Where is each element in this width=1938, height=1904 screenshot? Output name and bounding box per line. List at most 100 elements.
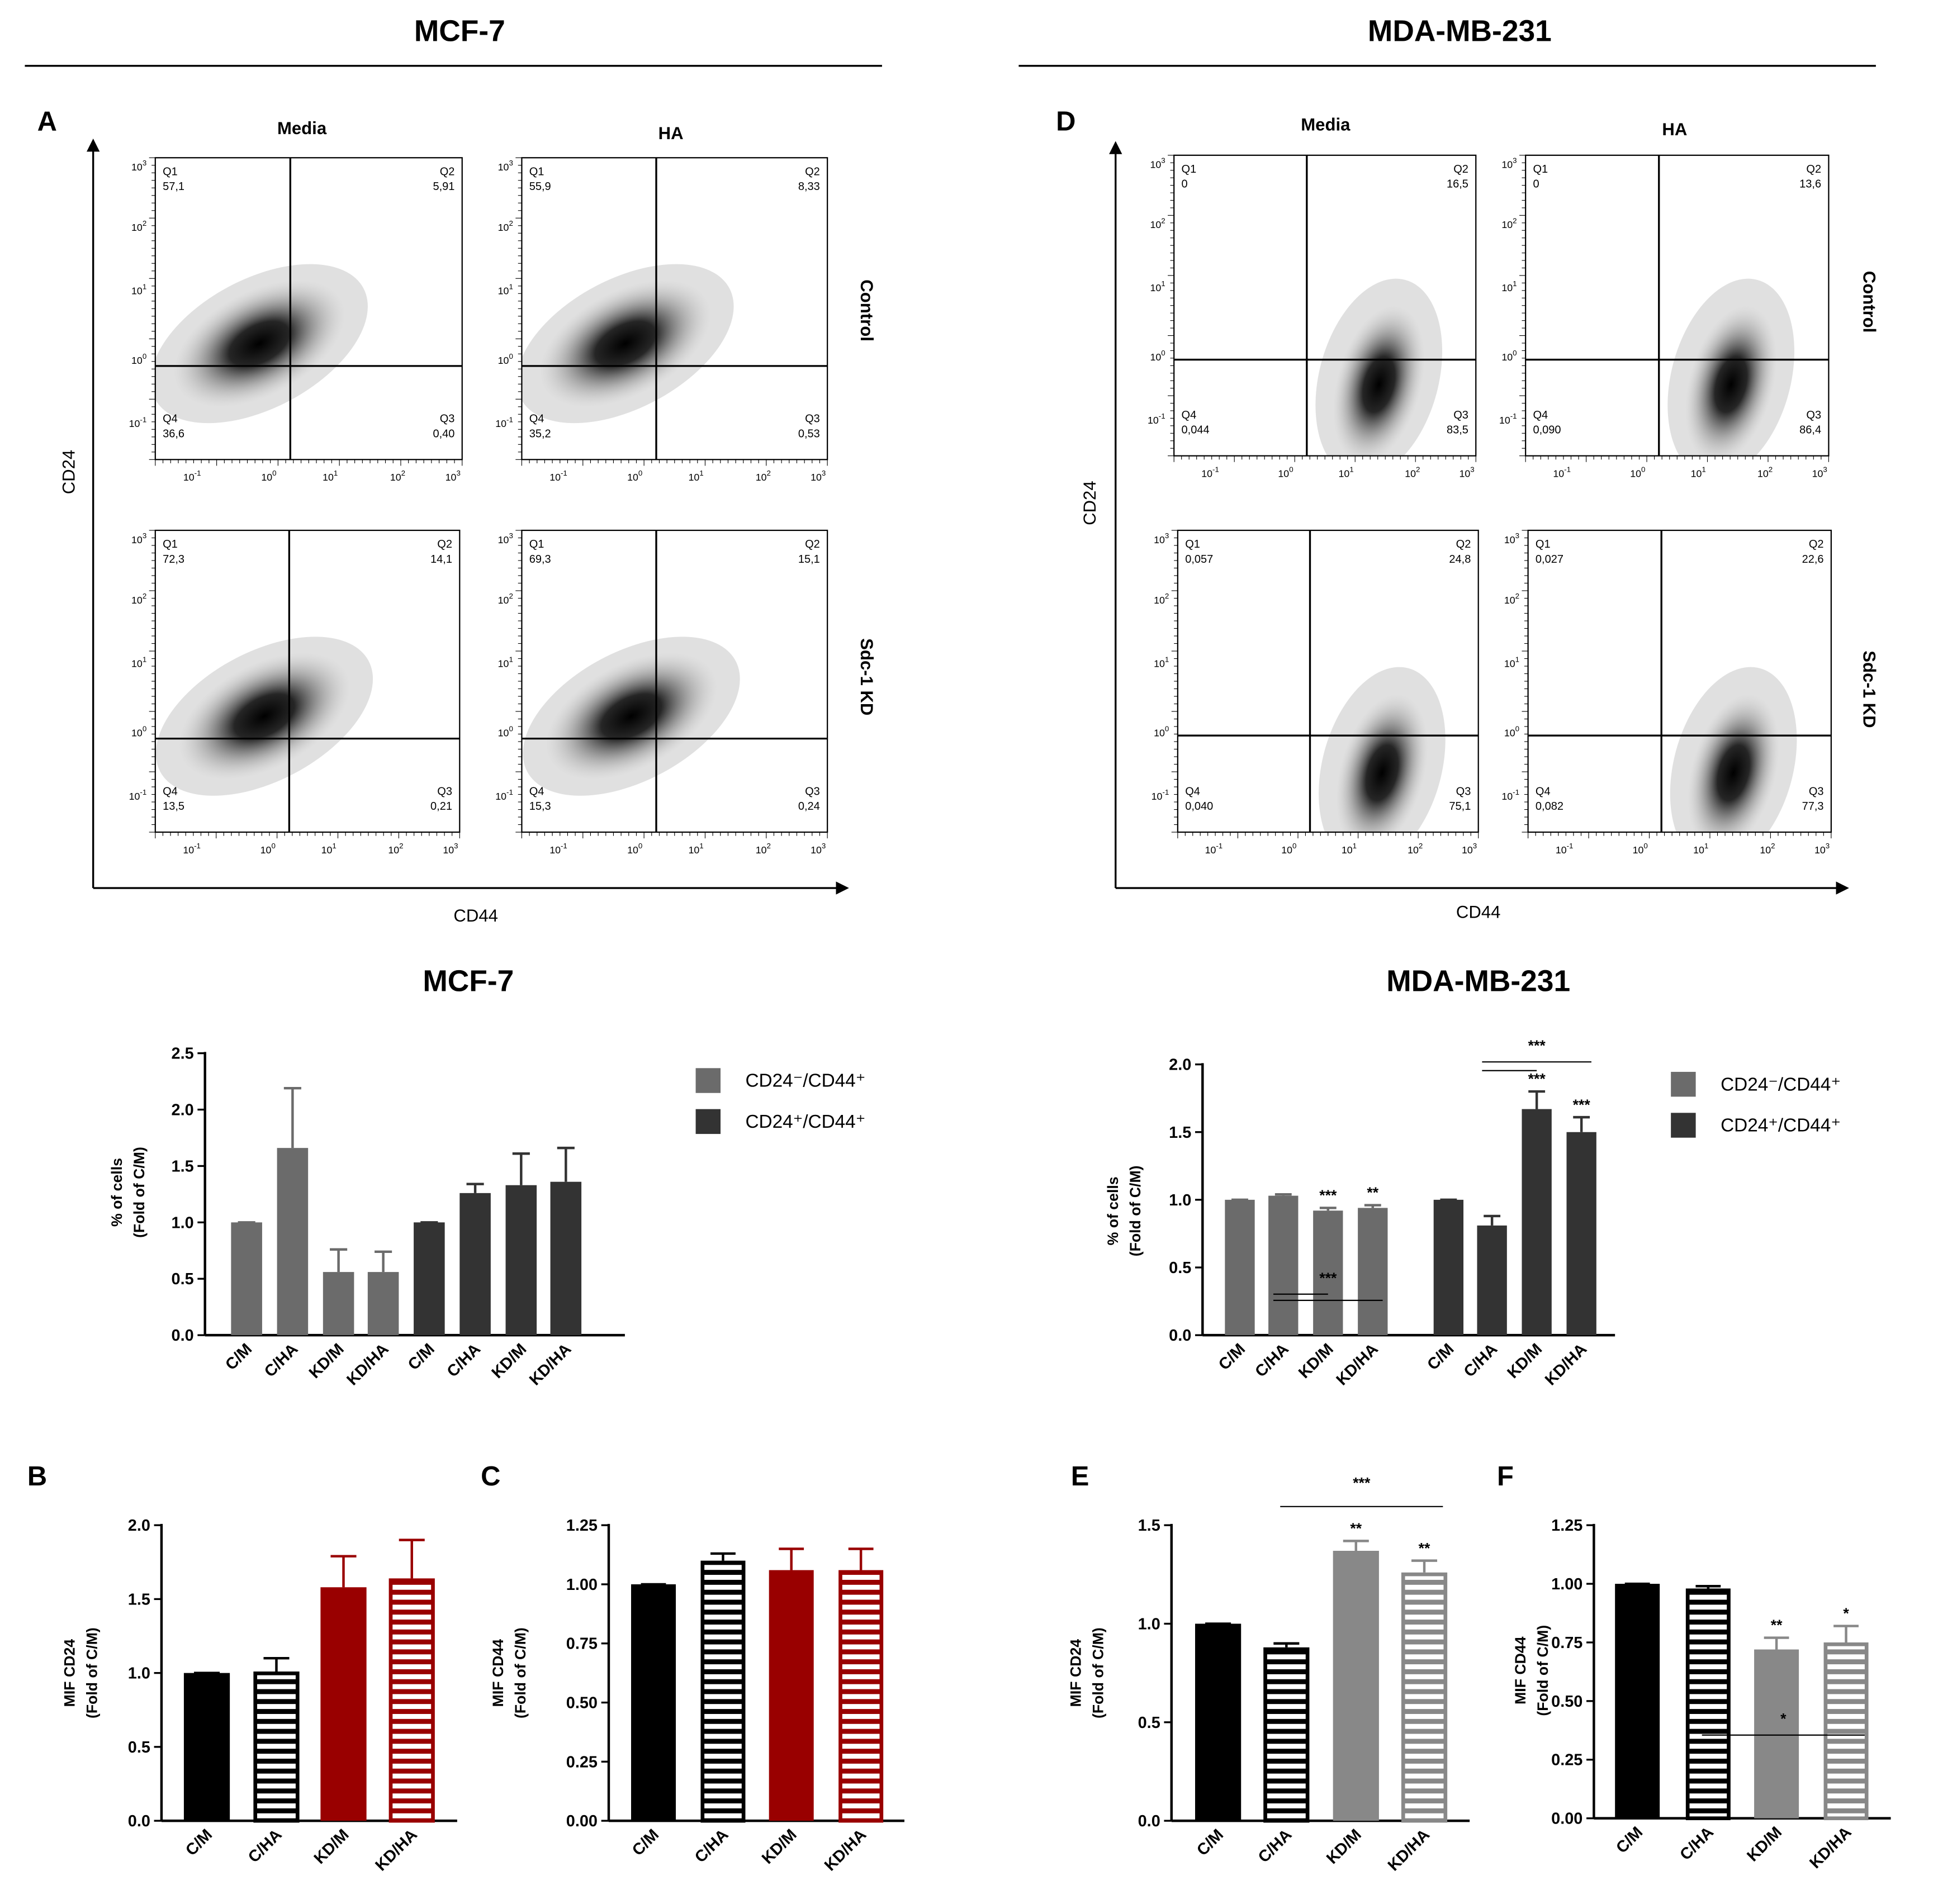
tick-label: 10-1 bbox=[1553, 466, 1571, 479]
tick-label: 102 bbox=[756, 469, 771, 483]
density-core bbox=[545, 652, 718, 780]
error-bar bbox=[330, 1248, 348, 1273]
tick-label: 103 bbox=[498, 159, 513, 173]
significance: ** bbox=[1367, 1184, 1378, 1201]
error-bar bbox=[330, 1555, 357, 1588]
tick-label: 102 bbox=[390, 469, 405, 483]
bar bbox=[1754, 1649, 1799, 1818]
tick-exponent: 1 bbox=[1702, 466, 1705, 474]
tick-base: 10 bbox=[498, 162, 509, 173]
tick-base: 10 bbox=[1150, 282, 1161, 293]
x-tick-label: C/M bbox=[1215, 1340, 1249, 1374]
y-axis-label: MIF CD24 bbox=[61, 1639, 78, 1707]
x-tick-label: KD/M bbox=[759, 1826, 800, 1868]
y-tick-label: 2.0 bbox=[128, 1517, 150, 1535]
density-core bbox=[178, 652, 350, 780]
x-axis-label: CD44 bbox=[1456, 902, 1501, 922]
tick-base: 10 bbox=[1757, 468, 1769, 479]
bar bbox=[459, 1193, 491, 1336]
tick-exponent: 0 bbox=[509, 725, 513, 733]
panel-letter: A bbox=[37, 106, 57, 136]
y-tick-label: 0.5 bbox=[128, 1739, 150, 1756]
tick-exponent: 2 bbox=[143, 592, 146, 600]
tick-base: 10 bbox=[1148, 415, 1159, 426]
tick-base: 10 bbox=[131, 355, 143, 366]
tick-base: 10 bbox=[446, 472, 457, 483]
row-label: Control bbox=[857, 279, 876, 341]
quadrant-name: Q4 bbox=[1182, 409, 1197, 421]
tick-exponent: 3 bbox=[454, 842, 458, 850]
bar bbox=[1263, 1647, 1310, 1823]
quadrant-name: Q4 bbox=[1536, 785, 1551, 797]
quadrant-value: 0 bbox=[1182, 178, 1188, 191]
y-tick-label: 0.75 bbox=[1551, 1634, 1582, 1652]
flow-plot: Q1 0 Q2 16,5 Q3 83,5 Q4 0,044 bbox=[1168, 154, 1477, 462]
y-axis-label: MIF CD44 bbox=[490, 1639, 506, 1707]
tick-base: 10 bbox=[1501, 352, 1513, 363]
tick-base: 10 bbox=[498, 222, 509, 233]
tick-exponent: 0 bbox=[143, 725, 146, 733]
x-tick-label: C/HA bbox=[1255, 1826, 1296, 1867]
tick-base: 10 bbox=[261, 472, 272, 483]
legend-swatch bbox=[695, 1068, 721, 1093]
tick-base: 10 bbox=[1760, 844, 1771, 856]
error-bar bbox=[1528, 1090, 1546, 1109]
density bbox=[1667, 278, 1794, 456]
tick-label: 101 bbox=[1154, 655, 1169, 669]
legend-swatch bbox=[695, 1109, 721, 1134]
tick-exponent: 2 bbox=[143, 219, 146, 227]
tick-base: 10 bbox=[498, 658, 509, 669]
quadrant-name: Q4 bbox=[529, 413, 544, 425]
flow-plot: Q1 55,9 Q2 8,33 Q3 0,53 Q4 35,2 bbox=[515, 157, 828, 466]
column-label: Media bbox=[1301, 115, 1351, 134]
tick-exponent: 3 bbox=[1823, 466, 1827, 474]
tick-label: 10-1 bbox=[549, 842, 567, 856]
tick-exponent: 2 bbox=[401, 469, 405, 477]
tick-base: 10 bbox=[260, 844, 272, 856]
quadrant-value: 0,24 bbox=[798, 800, 820, 813]
significance: *** bbox=[1573, 1096, 1591, 1113]
tick-exponent: -1 bbox=[195, 469, 201, 477]
tick-base: 10 bbox=[321, 844, 333, 856]
tick-exponent: 1 bbox=[509, 655, 513, 663]
tick-exponent: 1 bbox=[509, 283, 513, 291]
tick-base: 10 bbox=[688, 472, 699, 483]
bar bbox=[1477, 1225, 1507, 1336]
x-tick-label: KD/HA bbox=[821, 1826, 870, 1874]
tick-label: 101 bbox=[1693, 842, 1708, 856]
tick-label: 103 bbox=[1812, 466, 1827, 479]
y-tick-label: 2.0 bbox=[172, 1101, 194, 1119]
tick-label: 103 bbox=[131, 531, 146, 545]
tick-exponent: 2 bbox=[767, 842, 771, 850]
bar bbox=[631, 1584, 676, 1821]
tick-base: 10 bbox=[1630, 468, 1641, 479]
y-tick-label: 0.50 bbox=[566, 1694, 598, 1712]
bar bbox=[1823, 1642, 1869, 1820]
tick-label: 103 bbox=[131, 159, 146, 173]
bar bbox=[1433, 1199, 1464, 1336]
tick-base: 10 bbox=[1501, 159, 1513, 170]
tick-base: 10 bbox=[811, 844, 822, 856]
panel-letter: E bbox=[1071, 1461, 1089, 1492]
quadrant-value: 57,1 bbox=[163, 181, 184, 193]
tick-base: 10 bbox=[495, 791, 506, 802]
tick-label: 102 bbox=[1405, 466, 1420, 479]
quadrant-name: Q4 bbox=[529, 785, 544, 797]
tick-exponent: -1 bbox=[194, 842, 201, 850]
y-tick-label: 1.25 bbox=[1551, 1517, 1582, 1535]
x-tick-label: C/HA bbox=[1252, 1340, 1292, 1381]
tick-label: 101 bbox=[1342, 842, 1357, 856]
x-tick-label: KD/HA bbox=[1542, 1340, 1590, 1389]
tick-base: 10 bbox=[131, 222, 143, 233]
x-tick-label: KD/M bbox=[1743, 1824, 1785, 1865]
error-bar bbox=[466, 1183, 484, 1193]
bar bbox=[1615, 1584, 1660, 1818]
tick-label: 102 bbox=[1154, 592, 1169, 606]
bar bbox=[1358, 1208, 1388, 1336]
tick-label: 103 bbox=[498, 531, 513, 545]
bar bbox=[277, 1148, 309, 1336]
bar bbox=[183, 1673, 230, 1821]
tick-exponent: 0 bbox=[1289, 466, 1293, 474]
tick-exponent: 2 bbox=[1771, 842, 1775, 850]
